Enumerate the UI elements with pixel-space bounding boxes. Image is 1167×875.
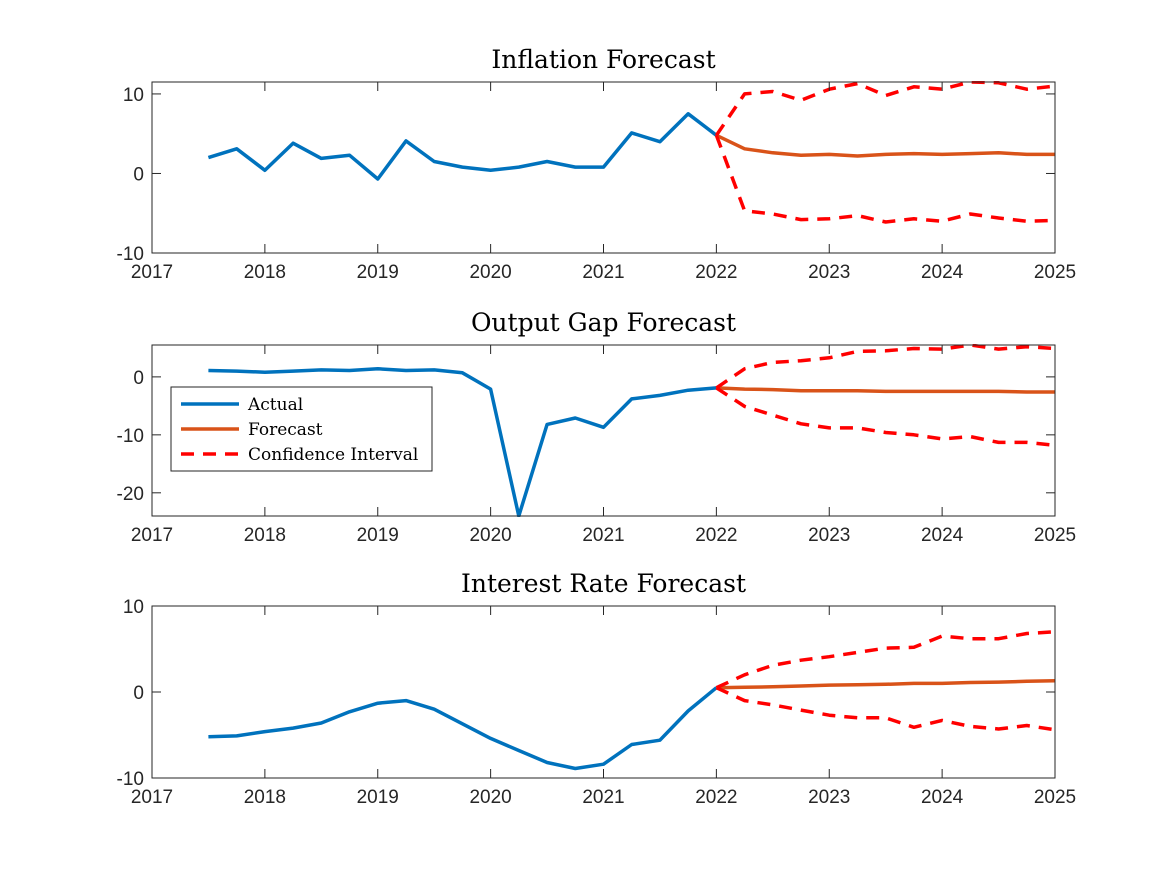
interest-rate-xtick-label-2021: 2021 bbox=[582, 787, 624, 808]
inflation-ytick-label-1: 0 bbox=[133, 164, 144, 185]
interest-rate-xtick-label-2019: 2019 bbox=[357, 787, 399, 808]
output-gap-chart-title: Output Gap Forecast bbox=[471, 308, 736, 337]
interest-rate-xtick-label-2018: 2018 bbox=[244, 787, 286, 808]
inflation-xtick-label-2020: 2020 bbox=[469, 262, 511, 283]
output-gap-xtick-label-2022: 2022 bbox=[695, 525, 737, 546]
output-gap-xtick-label-2025: 2025 bbox=[1034, 525, 1076, 546]
interest-rate-panel: Interest Rate Forecast 2017 2018 2019 2020 20… bbox=[117, 569, 1077, 808]
inflation-xtick-label-2017: 2017 bbox=[131, 262, 173, 283]
inflation-xtick-label-2024: 2024 bbox=[921, 262, 964, 283]
interest-rate-chart-title: Interest Rate Forecast bbox=[461, 569, 746, 598]
output-gap-xtick-label-2023: 2023 bbox=[808, 525, 850, 546]
output-gap-panel: Output Gap Forecast 2017 2018 2019 2020 2021 2… bbox=[117, 308, 1077, 546]
interest-rate-xtick-label-2017: 2017 bbox=[131, 787, 173, 808]
output-gap-xtick-label-2020: 2020 bbox=[469, 525, 511, 546]
output-gap-ytick-label-2: 0 bbox=[133, 368, 144, 389]
interest-rate-ytick-label-2: 10 bbox=[123, 597, 144, 618]
inflation-ytick-label-2: 10 bbox=[123, 85, 144, 106]
interest-rate-xtick-label-2025: 2025 bbox=[1034, 787, 1076, 808]
inflation-xtick-label-2021: 2021 bbox=[582, 262, 624, 283]
interest-rate-xtick-label-2022: 2022 bbox=[695, 787, 737, 808]
output-gap-xtick-label-2024: 2024 bbox=[921, 525, 964, 546]
inflation-xtick-label-2019: 2019 bbox=[357, 262, 399, 283]
interest-rate-xtick-label-2024: 2024 bbox=[921, 787, 964, 808]
interest-rate-ytick-label-1: 0 bbox=[133, 683, 144, 704]
legend-label-actual: Actual bbox=[247, 395, 303, 415]
output-gap-xtick-label-2021: 2021 bbox=[582, 525, 624, 546]
inflation-xtick-label-2023: 2023 bbox=[808, 262, 850, 283]
inflation-xtick-label-2018: 2018 bbox=[244, 262, 286, 283]
legend-label-forecast: Forecast bbox=[248, 420, 323, 440]
inflation-ytick-label-0: -10 bbox=[117, 244, 144, 265]
inflation-xtick-label-2025: 2025 bbox=[1034, 262, 1076, 283]
interest-rate-xtick-label-2020: 2020 bbox=[469, 787, 511, 808]
inflation-chart-title: Inflation Forecast bbox=[491, 45, 715, 74]
interest-rate-ytick-label-0: -10 bbox=[117, 769, 144, 790]
output-gap-ytick-label-1: -10 bbox=[117, 426, 144, 447]
inflation-xtick-label-2022: 2022 bbox=[695, 262, 737, 283]
output-gap-xtick-label-2018: 2018 bbox=[244, 525, 286, 546]
output-gap-legend: Actual Forecast Confidence Interval bbox=[170, 386, 433, 472]
output-gap-ytick-label-0: -20 bbox=[117, 484, 144, 505]
inflation-panel: Inflation Forecast 2017 2018 2019 2020 2021 20… bbox=[117, 45, 1077, 283]
panels: Inflation Forecast 2017 2018 2019 2020 2021 20… bbox=[117, 45, 1077, 808]
output-gap-xtick-label-2017: 2017 bbox=[131, 525, 173, 546]
interest-rate-xtick-label-2023: 2023 bbox=[808, 787, 850, 808]
output-gap-xtick-label-2019: 2019 bbox=[357, 525, 399, 546]
legend-label-confidence-interval: Confidence Interval bbox=[248, 445, 418, 465]
